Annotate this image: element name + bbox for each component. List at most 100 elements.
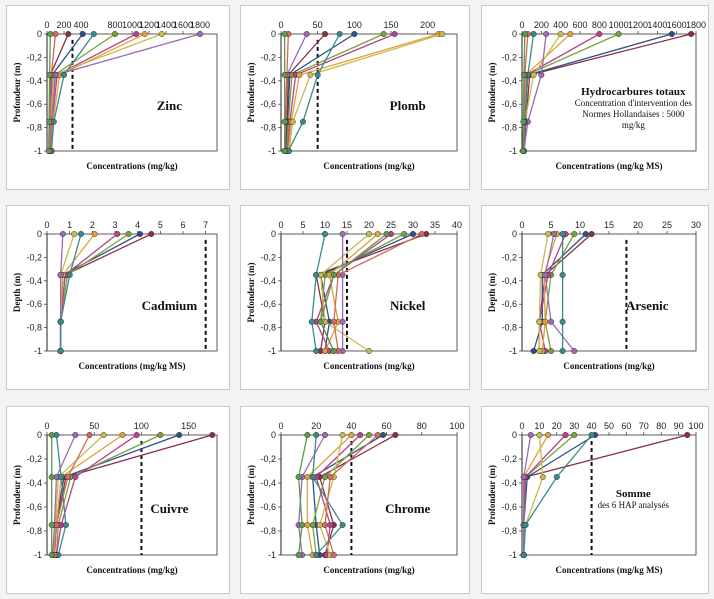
data-point [314,71,321,78]
series-line [288,33,443,152]
data-point [391,31,398,38]
data-point [596,31,603,38]
x-tick-label: 7 [203,220,208,230]
annotation-line: Concentration d'intervention des [574,97,692,108]
x-tick-label: 1200 [139,20,159,30]
data-point [57,271,64,278]
data-point [281,118,288,125]
x-tick-label: 100 [347,20,362,30]
data-point [45,147,52,154]
series-line [286,33,384,152]
data-point [48,432,55,439]
data-point [209,432,216,439]
data-point [348,432,355,439]
x-tick-label: 600 [572,20,587,30]
y-tick-label: -0,4 [26,478,42,488]
x-tick-label: 5 [548,220,553,230]
data-point [295,551,302,558]
series-line [541,233,558,352]
y-tick-label: -0,8 [260,526,276,536]
x-axis-label: Concentrations (mg/kg MS) [556,565,663,575]
x-tick-label: 0 [278,220,283,230]
y-axis-label: Profondeur (m) [246,63,256,123]
chart-title: Cuivre [150,501,188,516]
annotation-line: Hydrocarbures totaux [581,85,686,98]
data-point [125,231,132,238]
series-line [297,434,309,556]
series-line [55,434,67,556]
data-point [309,473,316,480]
y-axis-label: Profondeur (m) [487,63,497,123]
series-line [50,33,95,152]
x-tick-label: 1400 [156,20,176,30]
series-line [538,233,549,351]
chart-title: Chrome [385,501,430,516]
x-axis-label: Concentrations (mg/kg) [323,161,414,171]
x-tick-label: 5 [300,220,305,230]
y-tick-label: -0,6 [260,99,276,109]
x-tick-label: 70 [639,421,649,431]
chart-panel-1: 0 200 400 800 1000 1200 1400 1600 1800 0 -0,2 -0,4 -… [6,5,230,190]
data-point [539,473,546,480]
data-point [48,551,55,558]
chart-panel-8: 0 20 40 60 80 100 0 -0,2 -0,4 -0,6 -0,8 -1 Profondeu… [240,406,470,594]
series-line [52,434,105,556]
series-line [53,434,123,556]
data-point [321,521,328,528]
data-point [339,318,346,325]
data-point [46,118,53,125]
data-point [281,71,288,78]
chart-title: Plomb [390,98,426,113]
data-point [559,231,566,238]
plot-frame [280,33,458,152]
series-line [52,434,180,556]
data-point [91,231,98,238]
series-line [53,434,213,556]
y-tick-label: 0 [512,430,517,440]
y-tick-label: 0 [512,29,517,39]
data-point [547,318,554,325]
data-point [300,118,307,125]
x-tick-label: 90 [674,421,684,431]
data-point [72,432,79,439]
data-point [65,31,72,38]
data-point [313,551,320,558]
y-tick-label: -1 [34,146,42,156]
data-point [567,31,574,38]
chart-panel-7: 0 50 100 150 0 -0,2 -0,4 -0,6 -0,8 -1 Profondeur (… [6,406,230,594]
series-line [522,33,562,152]
data-point [536,432,543,439]
data-point [313,347,320,354]
chart-panel-6: 0 5 10 15 20 25 30 0 -0,2 -0,4 -0,6 -0,8 -1 Depth (m)… [481,205,709,390]
data-point [538,71,545,78]
data-point [351,31,358,38]
x-tick-label: 0 [44,421,49,431]
series-line [523,33,692,152]
x-axis-label: Concentrations (mg/kg) [323,361,414,371]
data-point [90,31,97,38]
data-point [401,231,408,238]
data-point [72,473,79,480]
chart-panel-4: 0 1 2 3 4 5 6 7 0 -0,2 -0,4 -0,6 -0,8 -1 Depth (m) Conc… [6,205,230,390]
data-point [336,31,343,38]
data-point [547,347,554,354]
data-point [522,521,529,528]
series-line [284,33,326,152]
x-tick-label: 15 [604,220,614,230]
y-tick-label: -0,2 [26,52,42,62]
y-tick-label: -1 [509,146,517,156]
y-tick-label: -0,2 [501,252,517,262]
series-line [333,233,423,352]
x-tick-label: 40 [346,421,356,431]
data-point [309,521,316,528]
data-point [520,71,527,78]
x-axis-label: Concentrations (mg/kg) [323,565,414,575]
y-tick-label: -0,4 [501,276,517,286]
series-line [532,233,587,352]
data-point [588,231,595,238]
data-point [52,31,59,38]
data-point [365,347,372,354]
x-tick-label: 2 [90,220,95,230]
